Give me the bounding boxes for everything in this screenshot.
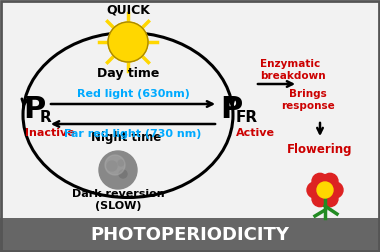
Circle shape xyxy=(119,170,127,178)
Circle shape xyxy=(118,160,124,166)
Text: Enzymatic
breakdown: Enzymatic breakdown xyxy=(260,59,326,81)
Text: Dark reversion
(SLOW): Dark reversion (SLOW) xyxy=(72,189,164,211)
Circle shape xyxy=(322,173,338,189)
Circle shape xyxy=(107,161,117,171)
Text: FR: FR xyxy=(236,110,258,125)
Text: QUICK: QUICK xyxy=(106,4,150,16)
Text: Flowering: Flowering xyxy=(287,142,353,155)
Circle shape xyxy=(327,182,343,198)
Circle shape xyxy=(322,191,338,207)
Text: Red light (630nm): Red light (630nm) xyxy=(76,89,190,99)
Circle shape xyxy=(99,151,137,189)
Text: Active: Active xyxy=(236,128,275,138)
Text: P: P xyxy=(220,96,242,124)
Text: Inactive: Inactive xyxy=(25,128,75,138)
Text: Day time: Day time xyxy=(97,68,159,80)
Text: Night time: Night time xyxy=(91,132,161,144)
Circle shape xyxy=(312,191,328,207)
Circle shape xyxy=(108,22,148,62)
Text: Brings
response: Brings response xyxy=(281,89,335,111)
Circle shape xyxy=(105,155,125,175)
Text: R: R xyxy=(40,110,52,125)
Text: P: P xyxy=(23,96,45,124)
Circle shape xyxy=(312,173,328,189)
Text: Far red light (730 nm): Far red light (730 nm) xyxy=(64,129,202,139)
Circle shape xyxy=(307,182,323,198)
Circle shape xyxy=(317,182,333,198)
Text: PHOTOPERIODICITY: PHOTOPERIODICITY xyxy=(90,226,290,244)
Bar xyxy=(0,218,380,252)
